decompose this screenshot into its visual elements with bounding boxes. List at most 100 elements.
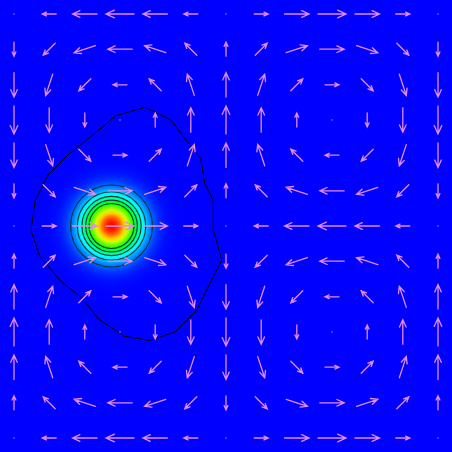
- arrow: [436, 42, 440, 56]
- arrow: [73, 223, 97, 230]
- arrow: [399, 74, 407, 95]
- arrow: [357, 399, 378, 407]
- arrow: [257, 286, 265, 307]
- arrow: [223, 73, 230, 97]
- arrow: [106, 222, 134, 230]
- arrow: [11, 143, 18, 167]
- arrow: [365, 325, 369, 339]
- arrow: [143, 435, 167, 442]
- arrow: [43, 397, 55, 409]
- arrow: [396, 224, 410, 228]
- arrow: [400, 108, 407, 132]
- arrow: [436, 184, 440, 198]
- arrow: [397, 255, 409, 267]
- arrow: [74, 257, 95, 265]
- arrow: [46, 320, 53, 344]
- arrow: [73, 11, 97, 18]
- arrow: [184, 224, 198, 228]
- arrow: [43, 43, 55, 55]
- arrow: [153, 325, 157, 339]
- arrow: [184, 12, 198, 16]
- arrow: [12, 42, 16, 56]
- arrow: [399, 286, 407, 307]
- arrow: [258, 357, 266, 378]
- arrow: [255, 43, 267, 55]
- arrow: [149, 149, 161, 161]
- arrow: [223, 143, 230, 167]
- arrow: [325, 365, 339, 369]
- arrow: [74, 399, 95, 407]
- contour: [71, 185, 153, 267]
- arrow: [143, 223, 167, 230]
- arrow: [399, 145, 407, 166]
- arrow: [325, 83, 339, 87]
- plot-area: [10, 10, 442, 442]
- arrow: [318, 434, 346, 442]
- arrow: [43, 255, 55, 267]
- arrow: [42, 436, 56, 440]
- arrow: [149, 291, 161, 303]
- arrow: [222, 106, 230, 134]
- arrow: [361, 291, 373, 303]
- arrow: [108, 188, 132, 195]
- arrow: [397, 43, 409, 55]
- arrow: [185, 185, 197, 197]
- arrow: [318, 10, 346, 18]
- arrow: [108, 258, 132, 265]
- arrow: [318, 222, 346, 230]
- arrow: [434, 318, 442, 346]
- arrow: [355, 435, 379, 442]
- arrow: [435, 355, 442, 379]
- arrow: [320, 258, 344, 265]
- arrow: [325, 295, 339, 299]
- arrow: [45, 357, 53, 378]
- arrow: [11, 355, 18, 379]
- arrow: [295, 113, 299, 127]
- arrow: [357, 46, 378, 54]
- arrow: [435, 73, 442, 97]
- arrow: [145, 187, 166, 195]
- concentration-blob: [35, 150, 188, 303]
- arrow: [79, 361, 91, 373]
- arrow: [286, 258, 307, 266]
- arrow: [185, 397, 197, 409]
- arrow: [397, 185, 409, 197]
- arrow: [74, 46, 95, 54]
- arrow: [149, 79, 161, 91]
- arrow: [224, 396, 228, 410]
- arrow: [223, 355, 230, 379]
- arrow: [10, 106, 18, 134]
- outline-contour: [31, 107, 222, 340]
- arrow: [320, 400, 344, 407]
- arrow: [188, 108, 195, 132]
- arrow: [320, 188, 344, 195]
- arrow: [255, 255, 267, 267]
- arrow: [257, 145, 265, 166]
- arrow: [255, 185, 267, 197]
- arrow: [187, 145, 195, 166]
- arrow: [12, 254, 16, 268]
- arrow: [436, 254, 440, 268]
- arrow: [45, 74, 53, 95]
- arrow: [365, 113, 369, 127]
- arrow: [46, 108, 53, 132]
- plot: [0, 0, 452, 452]
- arrow: [12, 184, 16, 198]
- arrow: [254, 12, 268, 16]
- arrow: [79, 79, 91, 91]
- arrow: [145, 258, 166, 266]
- arrow: [291, 291, 303, 303]
- arrow: [188, 320, 195, 344]
- arrow: [143, 11, 167, 18]
- arrow: [106, 434, 134, 442]
- arrow: [108, 46, 132, 53]
- arrow: [285, 11, 309, 18]
- arrow: [285, 435, 309, 442]
- arrow: [397, 397, 409, 409]
- arrow: [106, 10, 134, 18]
- arrow: [325, 153, 339, 157]
- arrow: [258, 74, 266, 95]
- arrow: [361, 149, 373, 161]
- arrow: [113, 295, 127, 299]
- arrow: [291, 79, 303, 91]
